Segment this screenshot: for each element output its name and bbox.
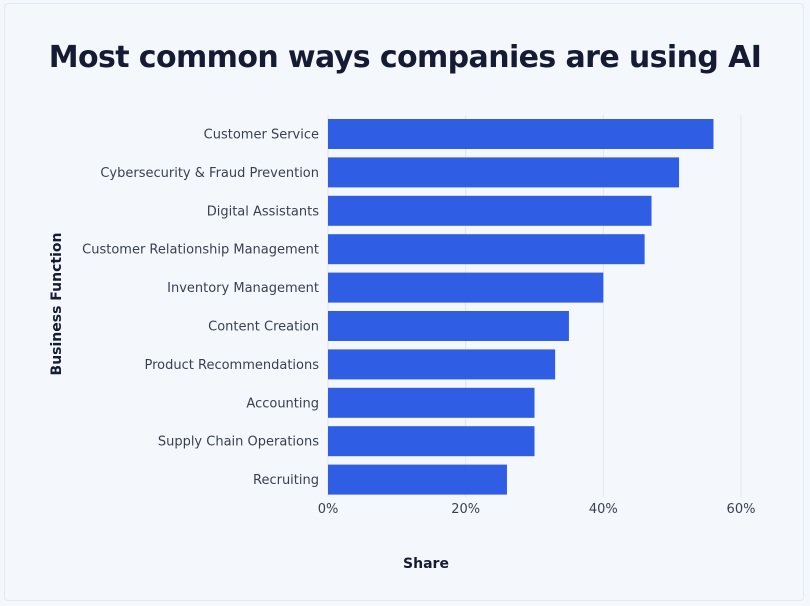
bar [328, 195, 652, 226]
category-label: Cybersecurity & Fraud Prevention [100, 166, 319, 181]
bar [328, 272, 604, 303]
bar [328, 387, 535, 418]
bar [328, 464, 507, 495]
category-label: Inventory Management [167, 281, 319, 296]
bars [328, 119, 714, 495]
category-label: Accounting [246, 396, 319, 411]
bar [328, 234, 645, 265]
category-label: Content Creation [208, 320, 319, 335]
bar [328, 311, 569, 341]
category-label: Customer Relationship Management [82, 243, 319, 258]
bar [328, 349, 556, 380]
category-label: Recruiting [253, 473, 319, 488]
bar [328, 426, 535, 457]
category-label: Customer Service [204, 128, 319, 143]
bar [328, 119, 714, 149]
x-tick-label: 0% [318, 502, 339, 517]
chart-title: Most common ways companies are using AI [48, 40, 762, 75]
y-axis-title: Business Function [49, 233, 65, 376]
x-axis-title: Share [403, 556, 449, 572]
category-labels: Customer Service Cybersecurity & Fraud Pr… [82, 128, 319, 489]
x-tick-labels: 0% 20% 40% 60% [318, 502, 756, 517]
category-label: Product Recommendations [145, 358, 320, 373]
bar [328, 157, 680, 188]
category-label: Digital Assistants [207, 204, 320, 219]
x-tick-label: 60% [727, 502, 756, 517]
category-label: Supply Chain Operations [158, 435, 319, 450]
x-tick-label: 40% [589, 502, 618, 517]
x-tick-label: 20% [451, 502, 480, 517]
